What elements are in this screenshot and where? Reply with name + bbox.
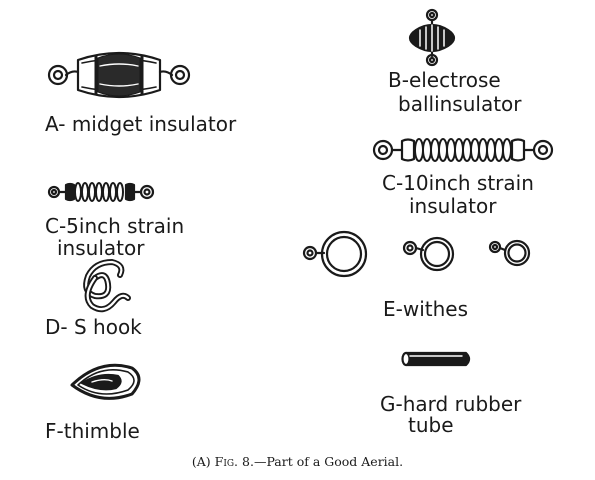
label-electrose-line2: ballinsulator: [398, 92, 522, 116]
label-withes: E-withes: [383, 297, 469, 321]
withes-drawing: [304, 232, 529, 276]
label-five-inch-line1: C-5inch strain: [45, 214, 185, 238]
caption-text: —Part of a Good Aerial.: [253, 454, 404, 469]
figure-caption: (A) Fig. 8.—Part of a Good Aerial.: [0, 454, 595, 469]
midget-insulator-drawing: [49, 53, 189, 97]
rubber-tube-drawing: [403, 353, 470, 365]
label-rubber-tube-line1: G-hard rubber: [380, 392, 522, 416]
ten-inch-strain-insulator-drawing: [374, 139, 552, 161]
label-ten-inch-line1: C-10inch strain: [382, 171, 534, 195]
caption-prefix: (A): [191, 454, 211, 469]
label-midget-insulator: A- midget insulator: [45, 112, 237, 136]
label-ten-inch-line2: insulator: [409, 194, 497, 218]
caption-fig-number: Fig. 8.: [214, 454, 254, 469]
five-inch-strain-insulator-drawing: [49, 183, 153, 201]
s-hook-drawing: [86, 262, 128, 309]
label-rubber-tube-line2: tube: [408, 413, 454, 437]
label-five-inch-line2: insulator: [57, 236, 145, 260]
label-electrose-line1: B-electrose: [388, 68, 501, 92]
thimble-drawing: [72, 365, 139, 398]
label-thimble: F-thimble: [45, 419, 140, 443]
label-s-hook: D- S hook: [45, 315, 142, 339]
ball-insulator-drawing: [410, 10, 454, 65]
